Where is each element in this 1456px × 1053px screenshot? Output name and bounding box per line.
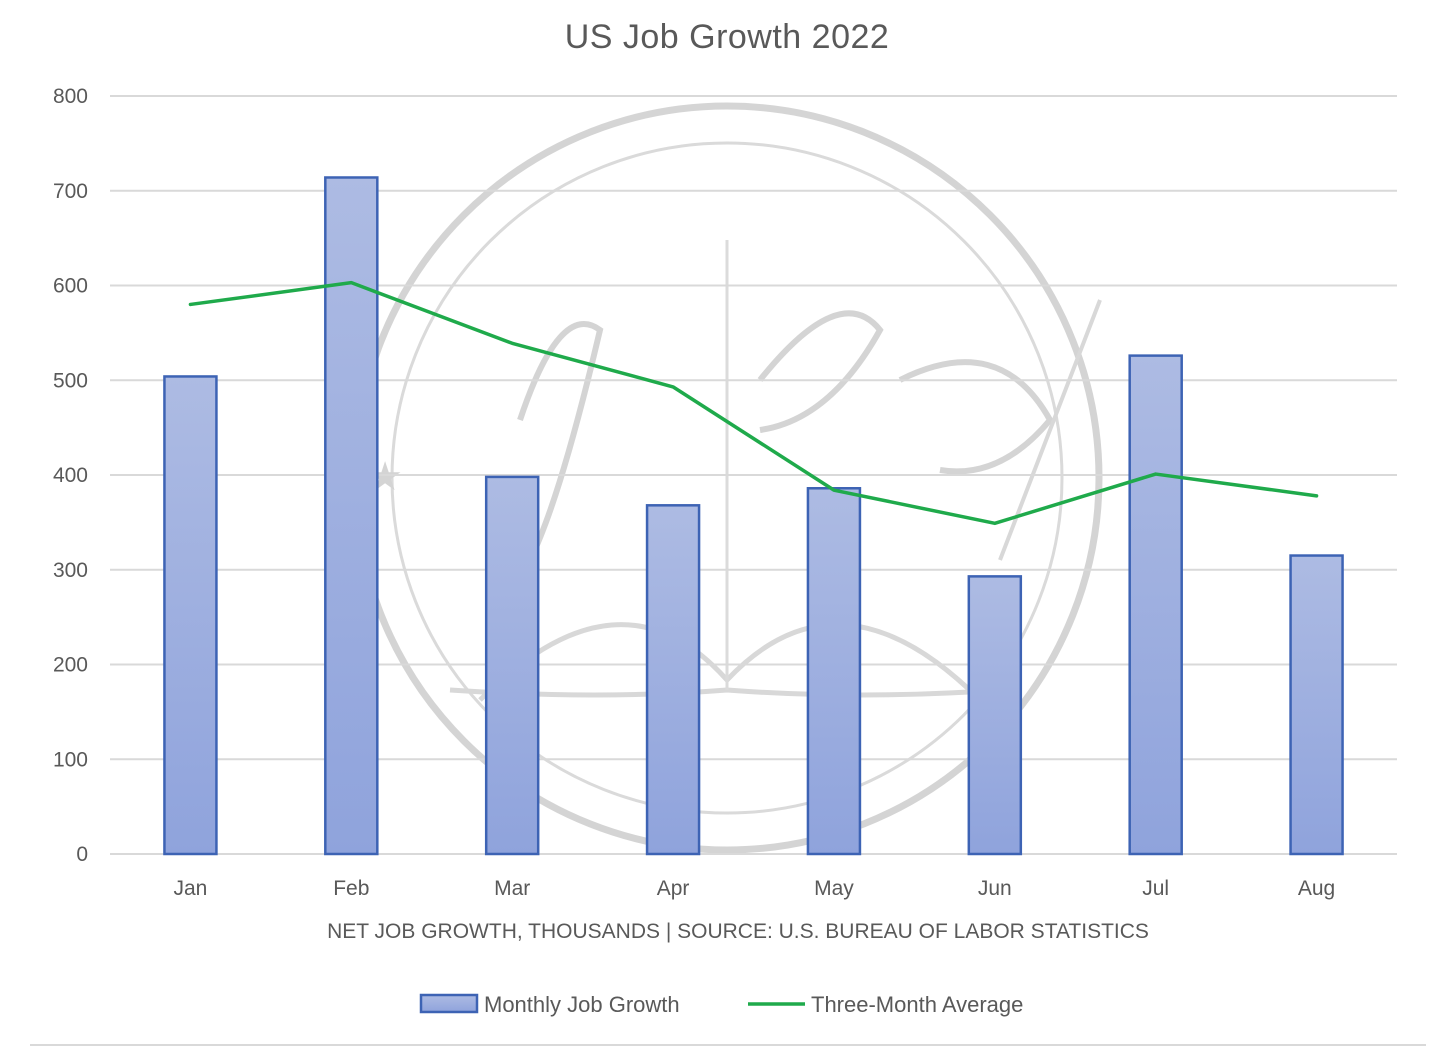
- y-tick-label: 500: [53, 369, 88, 392]
- legend: Monthly Job Growth Three-Month Average: [421, 992, 1023, 1017]
- bar-may: [808, 488, 860, 854]
- y-tick-label: 600: [53, 275, 88, 298]
- bar-jul: [1130, 356, 1182, 854]
- y-tick-label: 300: [53, 559, 88, 582]
- bar-feb: [325, 177, 377, 854]
- x-tick-label: May: [814, 877, 854, 900]
- bar-jan: [164, 376, 216, 854]
- x-tick-label: Jul: [1142, 877, 1169, 900]
- y-tick-label: 700: [53, 180, 88, 203]
- y-tick-label: 100: [53, 748, 88, 771]
- x-tick-label: Jun: [978, 877, 1012, 900]
- y-axis-ticks: 0 100 200 300 400 500 600 700 800: [53, 85, 88, 866]
- y-tick-label: 0: [76, 843, 88, 866]
- bar-series: [164, 177, 1342, 854]
- x-tick-label: Feb: [333, 877, 369, 900]
- legend-label-average: Three-Month Average: [811, 992, 1023, 1017]
- x-tick-label: Aug: [1298, 877, 1335, 900]
- bar-apr: [647, 505, 699, 854]
- legend-label-monthly: Monthly Job Growth: [484, 992, 680, 1017]
- y-tick-label: 200: [53, 654, 88, 677]
- x-axis-ticks: Jan Feb Mar Apr May Jun Jul Aug: [174, 877, 1336, 900]
- y-tick-label: 800: [53, 85, 88, 108]
- x-tick-label: Apr: [657, 877, 690, 900]
- x-axis-title: NET JOB GROWTH, THOUSANDS | SOURCE: U.S.…: [327, 920, 1149, 943]
- chart-title: US Job Growth 2022: [565, 18, 890, 56]
- bar-mar: [486, 477, 538, 854]
- gridlines: [110, 96, 1397, 854]
- y-tick-label: 400: [53, 464, 88, 487]
- bar-jun: [969, 576, 1021, 854]
- x-tick-label: Jan: [174, 877, 208, 900]
- x-tick-label: Mar: [494, 877, 530, 900]
- legend-swatch-monthly: [421, 995, 477, 1012]
- bar-aug: [1291, 556, 1343, 854]
